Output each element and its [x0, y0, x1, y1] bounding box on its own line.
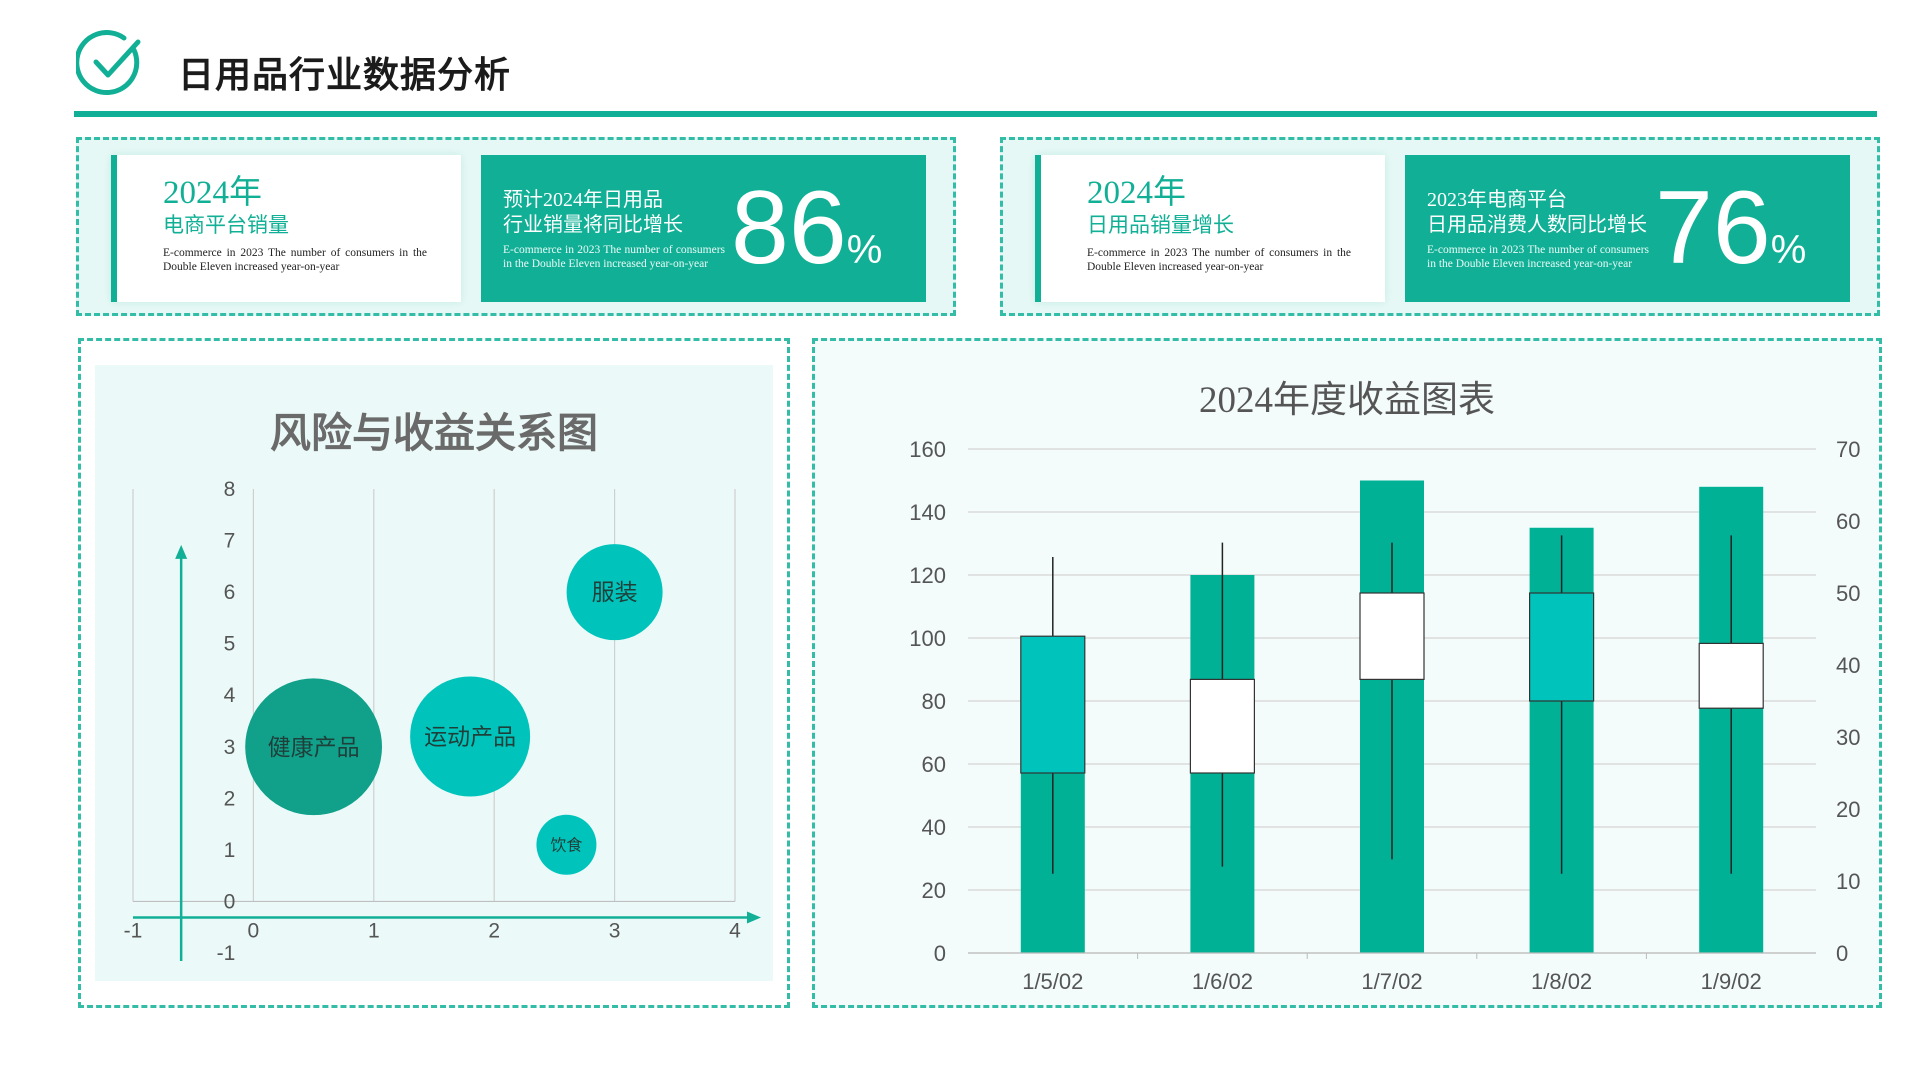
kpi-description: E-commerce in 2023 The number of consume… — [163, 247, 427, 273]
kpi-value-card: 预计2024年日用品 行业销量将同比增长 E-commerce in 2023 … — [481, 155, 926, 302]
bubble-label: 饮食 — [550, 836, 582, 854]
y-tick-label: -1 — [217, 942, 236, 965]
revenue-chart: 0 20 40 60 80 100 120 140 160 0 10 20 30 40 50 60 70 1/5/… — [909, 437, 1860, 994]
bubble-chart-panel: 风险与收益关系图 -1 0 1 2 3 4 5 6 7 8 -1 0 1 2 3 4 健康产品 运动产品 服装饮食 — [78, 338, 790, 1008]
candle-body — [1528, 592, 1595, 702]
revenue-chart-panel: 2024年度收益图表 0 20 40 60 80 100 120 140 160 0 10 20 30 4… — [812, 338, 1882, 1008]
y-tick-label: 5 — [224, 633, 236, 656]
kpi-panel: 2024年 日用品销量增长 E-commerce in 2023 The num… — [1000, 137, 1880, 316]
kpi-info-card: 2024年 日用品销量增长 E-commerce in 2023 The num… — [1035, 155, 1385, 302]
y-left-tick-label: 140 — [909, 500, 946, 525]
y-left-tick-label: 20 — [922, 878, 946, 903]
bubble-label: 服装 — [592, 580, 638, 605]
candle-body — [1698, 642, 1764, 709]
candle-body — [1020, 635, 1086, 774]
y-left-tick-label: 100 — [909, 626, 946, 651]
y-right-tick-label: 30 — [1836, 725, 1860, 750]
kpi-label-line1: 2023年电商平台 — [1427, 189, 1567, 211]
kpi-label-description: E-commerce in 2023 The number of consume… — [1427, 244, 1649, 270]
y-right-tick-label: 10 — [1836, 869, 1860, 894]
y-tick-label: 4 — [224, 684, 236, 707]
candle-body — [1359, 592, 1425, 681]
y-right-tick-label: 20 — [1836, 797, 1860, 822]
kpi-value-number: 76 — [1655, 170, 1771, 286]
kpi-label-line2: 日用品消费人数同比增长 — [1427, 214, 1647, 236]
x-tick-label: 1/5/02 — [1022, 969, 1083, 994]
page-title: 日用品行业数据分析 — [178, 55, 512, 95]
kpi-value-number: 86 — [731, 170, 847, 286]
x-tick-label: -1 — [124, 919, 143, 942]
kpi-value-card: 2023年电商平台 日用品消费人数同比增长 E-commerce in 2023… — [1405, 155, 1850, 302]
y-tick-label: 6 — [224, 581, 236, 604]
bubble-label: 运动产品 — [424, 725, 516, 750]
y-axis-arrow-icon — [175, 544, 188, 559]
kpi-label-line2: 行业销量将同比增长 — [503, 214, 683, 236]
y-tick-label: 3 — [224, 736, 236, 759]
kpi-value-unit: % — [846, 228, 883, 272]
kpi-subtitle: 电商平台销量 — [163, 213, 289, 237]
y-left-tick-label: 40 — [922, 815, 946, 840]
y-left-tick-label: 120 — [909, 563, 946, 588]
kpi-value: 86% — [731, 173, 882, 305]
y-tick-label: 7 — [224, 530, 236, 553]
kpi-info-card: 2024年 电商平台销量 E-commerce in 2023 The numb… — [111, 155, 461, 302]
kpi-year: 2024年 — [1087, 175, 1186, 211]
y-left-tick-label: 0 — [934, 941, 946, 966]
bubble-label: 健康产品 — [268, 735, 360, 760]
y-left-tick-label: 80 — [922, 689, 946, 714]
y-right-tick-label: 70 — [1836, 437, 1860, 462]
kpi-label-line1: 预计2024年日用品 — [503, 189, 663, 211]
y-tick-label: 2 — [224, 787, 236, 810]
x-tick-label: 2 — [488, 919, 500, 942]
y-left-tick-label: 160 — [909, 437, 946, 462]
kpi-panel: 2024年 电商平台销量 E-commerce in 2023 The numb… — [76, 137, 956, 316]
chart-title: 风险与收益关系图 — [270, 410, 598, 456]
bubble — [410, 676, 531, 797]
x-tick-label: 1/8/02 — [1531, 969, 1592, 994]
y-tick-label: 0 — [224, 890, 236, 913]
y-right-tick-label: 60 — [1836, 509, 1860, 534]
y-right-tick-label: 0 — [1836, 941, 1848, 966]
kpi-label-description: E-commerce in 2023 The number of consume… — [503, 244, 725, 270]
x-tick-label: 1/7/02 — [1361, 969, 1422, 994]
x-tick-label: 1/9/02 — [1701, 969, 1762, 994]
bubble — [536, 814, 597, 875]
y-right-tick-label: 40 — [1836, 653, 1860, 678]
check-circle-icon — [76, 30, 141, 96]
bubble — [245, 678, 382, 816]
x-tick-label: 3 — [609, 919, 621, 942]
x-axis-arrow-icon — [747, 911, 761, 924]
kpi-year: 2024年 — [163, 175, 262, 211]
x-tick-label: 1 — [368, 919, 380, 942]
candle-body — [1189, 678, 1255, 774]
kpi-description: E-commerce in 2023 The number of consume… — [1087, 247, 1351, 273]
kpi-value-unit: % — [1770, 228, 1807, 272]
y-right-tick-label: 50 — [1836, 581, 1860, 606]
kpi-value: 76% — [1655, 173, 1806, 305]
header-divider — [74, 111, 1877, 117]
y-left-tick-label: 60 — [922, 752, 946, 777]
x-tick-label: 0 — [248, 919, 260, 942]
x-tick-label: 4 — [729, 919, 741, 942]
chart-background — [95, 365, 773, 981]
kpi-subtitle: 日用品销量增长 — [1087, 213, 1234, 237]
y-tick-label: 1 — [224, 839, 236, 862]
y-tick-label: 8 — [224, 478, 236, 501]
x-tick-label: 1/6/02 — [1192, 969, 1253, 994]
chart-title: 2024年度收益图表 — [1199, 380, 1495, 421]
bubble — [566, 544, 663, 641]
